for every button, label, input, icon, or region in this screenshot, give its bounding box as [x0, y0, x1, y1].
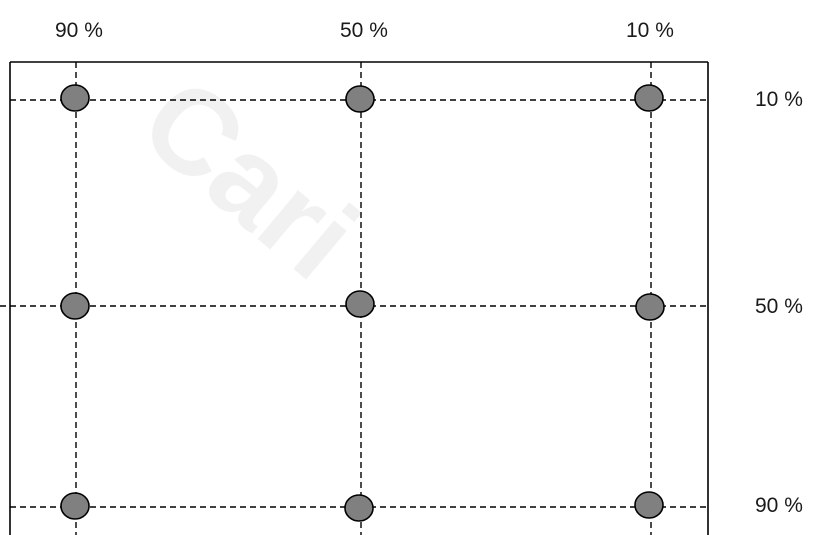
- point-top-right: [634, 84, 664, 112]
- point-top-middle: [345, 85, 375, 113]
- top-label-middle: 50 %: [340, 19, 388, 42]
- right-label-bottom: 90 %: [755, 494, 803, 517]
- watermark: Cari: [117, 52, 382, 305]
- point-top-left: [60, 84, 90, 112]
- point-middle-middle: [345, 290, 375, 318]
- point-middle-left: [60, 292, 90, 320]
- top-label-right: 10 %: [626, 19, 674, 42]
- point-bottom-left: [60, 492, 90, 520]
- right-label-middle: 50 %: [755, 295, 803, 318]
- point-middle-right: [635, 293, 665, 321]
- top-label-left: 90 %: [55, 19, 103, 42]
- right-label-top: 10 %: [755, 88, 803, 111]
- point-bottom-right: [634, 491, 664, 519]
- point-bottom-middle: [344, 494, 374, 522]
